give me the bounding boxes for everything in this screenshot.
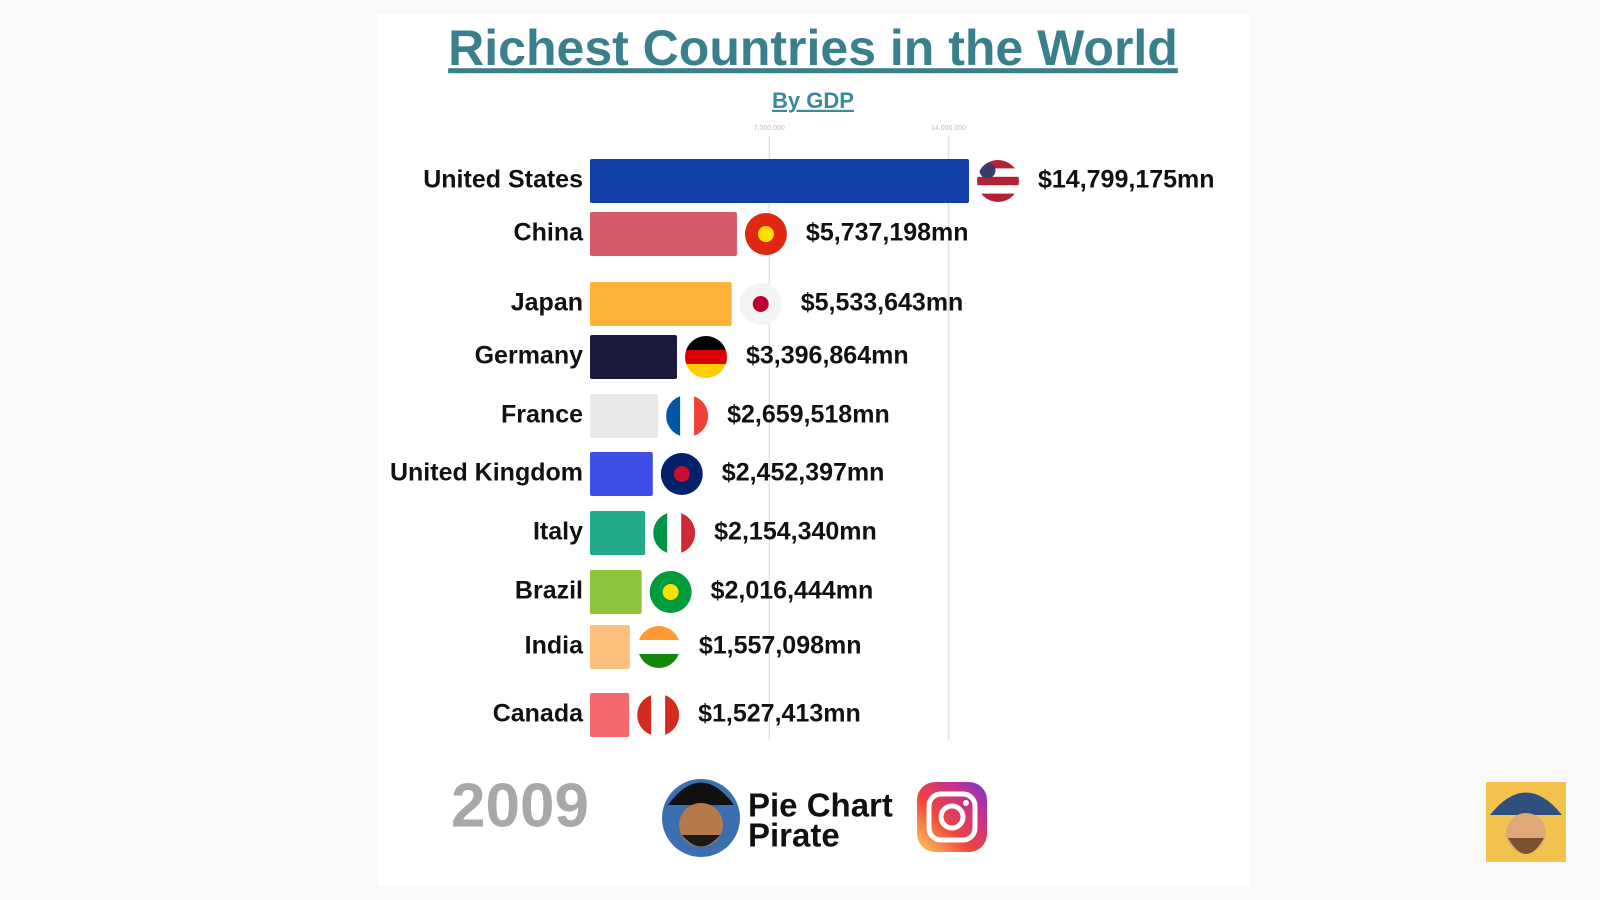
flag-stripe bbox=[653, 512, 668, 554]
flag bbox=[684, 336, 727, 378]
value-label: $3,396,864mn bbox=[746, 342, 909, 370]
bar bbox=[590, 159, 969, 203]
bar bbox=[590, 335, 677, 379]
flag bbox=[660, 453, 703, 495]
value-label: $5,533,643mn bbox=[801, 289, 964, 317]
flag-stripe bbox=[684, 350, 727, 365]
flag-stripe bbox=[637, 640, 680, 655]
value-label: $2,659,518mn bbox=[727, 401, 890, 429]
flag-stripe bbox=[977, 185, 1019, 195]
flag-stripe bbox=[637, 626, 680, 641]
flag-stripe bbox=[667, 512, 682, 554]
category-label: Japan bbox=[511, 289, 583, 317]
value-label: $14,799,175mn bbox=[1038, 166, 1215, 194]
chart-card bbox=[377, 14, 1250, 886]
brand-name: Pie Chart bbox=[748, 787, 893, 824]
brand-name: Pirate bbox=[748, 817, 840, 854]
flag bbox=[653, 512, 696, 554]
bar bbox=[590, 452, 653, 496]
flag-emblem bbox=[673, 466, 690, 482]
flag-stripe bbox=[684, 336, 727, 351]
flag bbox=[666, 395, 709, 437]
instagram-icon bbox=[917, 782, 987, 852]
flag-emblem bbox=[757, 226, 774, 242]
year-label: 2009 bbox=[451, 771, 589, 840]
x-tick-label: 7,000,000 bbox=[754, 125, 785, 132]
bar bbox=[590, 394, 659, 438]
bar bbox=[590, 212, 737, 256]
flag-stripe bbox=[684, 364, 727, 378]
category-label: Germany bbox=[475, 342, 583, 370]
category-label: Brazil bbox=[515, 577, 583, 605]
bar bbox=[590, 570, 642, 614]
flag-stripe bbox=[681, 512, 696, 554]
bar bbox=[590, 511, 646, 555]
flag-stripe bbox=[977, 193, 1019, 202]
category-label: France bbox=[501, 401, 583, 429]
flag bbox=[739, 283, 782, 325]
flag bbox=[637, 626, 680, 668]
flag bbox=[637, 694, 680, 736]
bars: United States $14,799,175mn China $5,737,19… bbox=[390, 159, 1215, 737]
x-tick-label: 14,000,000 bbox=[931, 125, 966, 132]
flag-stripe bbox=[637, 694, 652, 736]
flag-stripe bbox=[694, 395, 709, 437]
flag-emblem bbox=[662, 584, 679, 600]
flag-stripe bbox=[977, 160, 1019, 169]
category-label: United States bbox=[423, 166, 583, 194]
flag-emblem bbox=[752, 296, 769, 312]
category-label: China bbox=[514, 219, 585, 247]
flag-stripe bbox=[637, 654, 680, 668]
value-label: $2,452,397mn bbox=[722, 459, 885, 487]
flag-stripe bbox=[665, 694, 680, 736]
flag bbox=[744, 213, 787, 255]
value-label: $1,557,098mn bbox=[699, 632, 862, 660]
pirate-hat bbox=[668, 782, 734, 805]
flag-stripe bbox=[651, 694, 666, 736]
flag bbox=[649, 571, 692, 613]
value-label: $2,016,444mn bbox=[711, 577, 874, 605]
bar bbox=[590, 693, 630, 737]
pirate-beard bbox=[682, 835, 720, 847]
flag-emblem bbox=[979, 162, 996, 179]
bar bbox=[590, 625, 630, 669]
flag-stripe bbox=[977, 168, 1019, 178]
channel-avatar bbox=[1486, 782, 1566, 862]
chart-subtitle: By GDP bbox=[772, 88, 854, 113]
brand-logo bbox=[662, 779, 740, 857]
flag-stripe bbox=[666, 395, 681, 437]
value-label: $2,154,340mn bbox=[714, 518, 877, 546]
category-label: Canada bbox=[493, 700, 584, 728]
category-label: United Kingdom bbox=[390, 459, 583, 487]
bar bbox=[590, 282, 732, 326]
chart-title: Richest Countries in the World bbox=[448, 20, 1178, 76]
category-label: Italy bbox=[533, 518, 583, 546]
flag-stripe bbox=[977, 176, 1019, 186]
value-label: $5,737,198mn bbox=[806, 219, 969, 247]
flag bbox=[977, 160, 1019, 202]
value-label: $1,527,413mn bbox=[698, 700, 861, 728]
flag-stripe bbox=[680, 395, 695, 437]
category-label: India bbox=[525, 632, 584, 660]
